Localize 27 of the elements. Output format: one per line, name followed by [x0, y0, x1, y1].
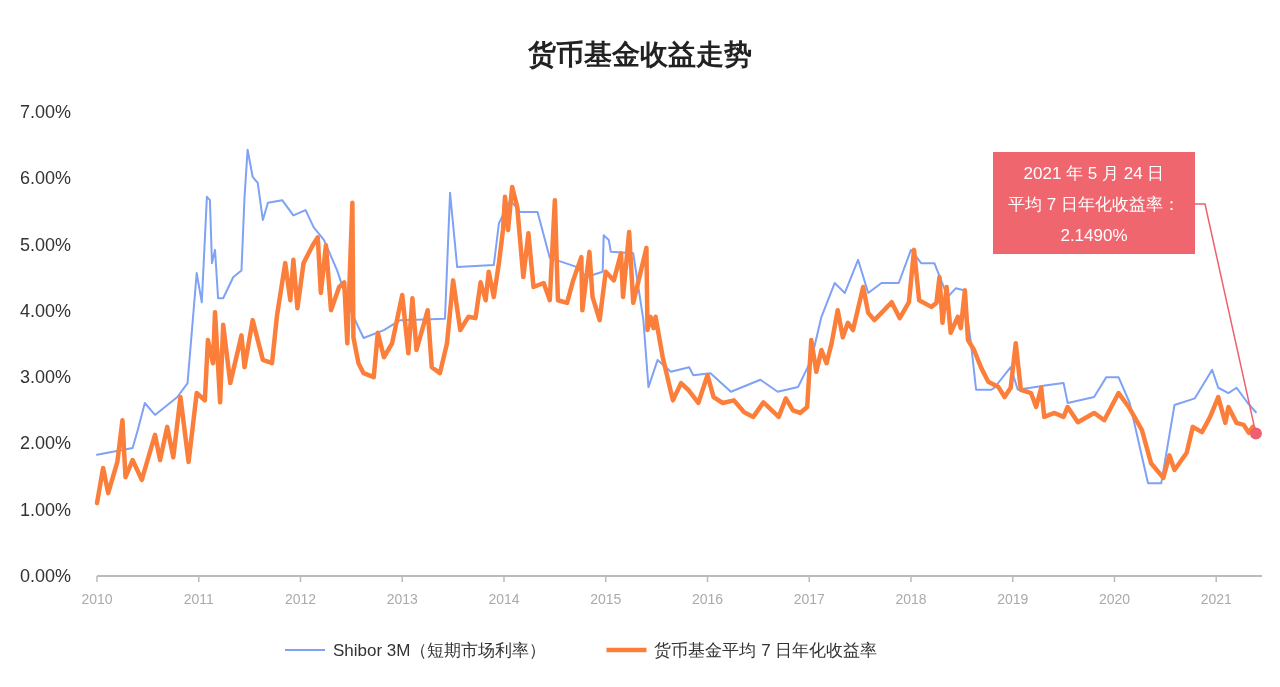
x-tick-label: 2016 — [691, 591, 724, 607]
annotation: 2021 年 5 月 24 日 — [1023, 164, 1165, 183]
y-tick-label: 5.00% — [20, 234, 72, 255]
y-tick-label: 0.00% — [20, 566, 72, 586]
chart-title: 货币基金收益走势 — [527, 39, 752, 70]
y-tick-label: 2.00% — [20, 433, 72, 454]
x-tick-label: 2017 — [793, 591, 826, 607]
y-tick-label: 7.00% — [20, 102, 72, 122]
x-tick-label: 2020 — [1098, 591, 1131, 607]
annotation: 平均 7 日年化收益率： — [1008, 195, 1180, 214]
legend-label: 货币基金平均 7 日年化收益率 — [654, 641, 878, 660]
x-tick-label: 2019 — [997, 591, 1029, 607]
x-tick-label: 2018 — [895, 591, 927, 607]
line-series — [96, 148, 1257, 485]
x-tick-label: 2012 — [284, 591, 317, 607]
y-tick-label: 6.00% — [20, 168, 72, 189]
x-tick-label: 2010 — [81, 591, 113, 607]
y-tick-label: 4.00% — [20, 300, 72, 321]
y-tick-label: 1.00% — [20, 499, 72, 520]
legend-label: Shibor 3M（短期市场利率） — [333, 641, 547, 660]
x-tick-label: 2014 — [488, 591, 520, 607]
x-tick-label: 2013 — [386, 591, 419, 607]
x-tick-label: 2011 — [183, 591, 215, 607]
x-tick-label: 2015 — [590, 591, 622, 607]
x-tick-label: 2021 — [1200, 591, 1232, 607]
annotation: 2.1490% — [1060, 226, 1128, 245]
y-tick-label: 3.00% — [20, 367, 72, 388]
